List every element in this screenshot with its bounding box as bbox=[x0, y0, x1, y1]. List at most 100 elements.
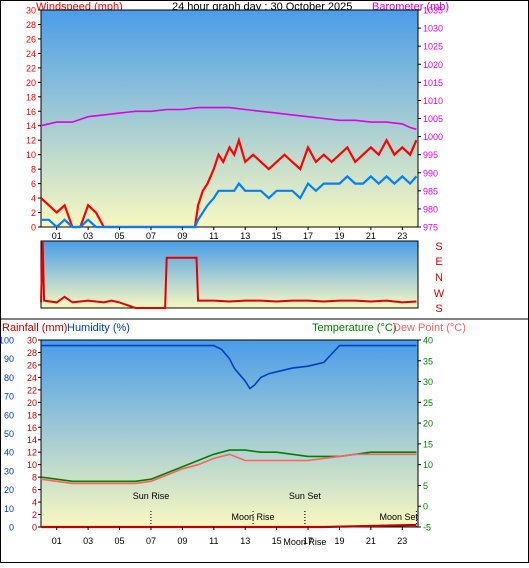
windspeed-tick-label: 20 bbox=[26, 78, 36, 88]
rainfall-tick-label: 2 bbox=[32, 510, 37, 520]
rainfall-tick-label: 30 bbox=[27, 336, 37, 346]
gust-line bbox=[40, 136, 418, 229]
time-tick-label: 05 bbox=[115, 231, 125, 241]
humidity-tick-label: 100 bbox=[0, 336, 14, 346]
time-tick-label: 23 bbox=[397, 536, 407, 546]
rainfall-tick-label: 24 bbox=[27, 373, 37, 383]
barometer-tick-label: 1015 bbox=[423, 78, 443, 88]
barometer-tick-label: 985 bbox=[423, 186, 438, 196]
wind-direction-plot-area bbox=[40, 240, 419, 309]
windspeed-tick-label: 12 bbox=[26, 136, 36, 146]
windspeed-tick-label: 26 bbox=[26, 34, 36, 44]
windspeed-tick-label: 30 bbox=[26, 6, 36, 16]
time-tick-label: 07 bbox=[146, 536, 156, 546]
temperature-tick-label: 20 bbox=[423, 419, 433, 429]
temperature-tick-label: 35 bbox=[423, 356, 433, 366]
temperature-tick-label: 25 bbox=[423, 398, 433, 408]
humidity-tick-label: 30 bbox=[4, 466, 14, 476]
wind-baro-time-labels: 01 03 05 07 09 11 13 15 17 19 21 23 bbox=[52, 227, 407, 241]
event-label: Moon Rise bbox=[283, 537, 326, 547]
direction-tick-label: N bbox=[435, 272, 443, 284]
rainfall-axis-title: Rainfall (mm) bbox=[2, 322, 67, 334]
wind-direction-line bbox=[40, 240, 417, 309]
direction-tick-label: S bbox=[435, 303, 442, 315]
time-tick-label: 13 bbox=[240, 536, 250, 546]
rainfall-tick-label: 6 bbox=[32, 485, 37, 495]
time-tick-label: 11 bbox=[209, 536, 218, 546]
temperature-tick-label: 40 bbox=[423, 336, 433, 346]
humidity-tick-label: 50 bbox=[4, 429, 14, 439]
temperature-tick-label: 0 bbox=[423, 502, 428, 512]
rain-humidity-temp-grid bbox=[38, 339, 421, 528]
humidity-tick-label: 20 bbox=[4, 485, 14, 495]
barometer-tick-label: 1010 bbox=[423, 96, 443, 106]
windspeed-tick-label: 8 bbox=[31, 165, 36, 175]
rain-humidity-temp-time-labels: 01 03 05 07 09 11 13 15 17 19 21 23 bbox=[52, 527, 407, 546]
rainfall-tick-label: 26 bbox=[27, 360, 37, 370]
humidity-tick-label: 10 bbox=[4, 504, 14, 514]
barometer-tick-label: 1035 bbox=[423, 6, 443, 16]
time-tick-label: 07 bbox=[146, 231, 156, 241]
barometer-tick-label: 975 bbox=[423, 223, 438, 233]
time-tick-label: 19 bbox=[334, 536, 344, 546]
dewpoint-line bbox=[40, 453, 417, 485]
time-tick-label: 09 bbox=[177, 536, 187, 546]
event-label: Sun Set bbox=[289, 491, 322, 501]
rainfall-tick-label: 8 bbox=[32, 473, 37, 483]
barometer-tick-label: 995 bbox=[423, 150, 438, 160]
barometer-tick-label: 1030 bbox=[423, 24, 443, 34]
windspeed-tick-label: 14 bbox=[26, 121, 36, 131]
wind-direction-series bbox=[40, 240, 417, 309]
barometer-tick-label: 990 bbox=[423, 168, 438, 178]
time-tick-label: 17 bbox=[303, 231, 313, 241]
wind-baro-grid bbox=[38, 9, 421, 228]
event-label: Sun Rise bbox=[133, 491, 170, 501]
temperature-tick-label: 10 bbox=[423, 460, 433, 470]
rainfall-tick-label: 18 bbox=[27, 410, 37, 420]
direction-tick-label: W bbox=[434, 288, 445, 300]
humidity-tick-label: 80 bbox=[4, 373, 14, 383]
windspeed-tick-label: 10 bbox=[26, 150, 36, 160]
windspeed-tick-label: 2 bbox=[31, 208, 36, 218]
rainfall-tick-label: 0 bbox=[32, 523, 37, 533]
humidity-tick-label: 0 bbox=[9, 523, 14, 533]
rainfall-tick-label: 20 bbox=[27, 398, 37, 408]
time-tick-label: 11 bbox=[209, 231, 218, 241]
windspeed-tick-label: 4 bbox=[31, 194, 36, 204]
time-tick-label: 19 bbox=[334, 231, 344, 241]
windspeed-tick-label: 18 bbox=[26, 92, 36, 102]
humidity-tick-label: 70 bbox=[4, 392, 14, 402]
event-label: Moon Set bbox=[379, 512, 418, 522]
rain-humidity-temp-plot-area bbox=[40, 339, 419, 528]
windspeed-tick-label: 6 bbox=[31, 179, 36, 189]
humidity-line bbox=[41, 344, 417, 390]
windspeed-tick-label: 28 bbox=[26, 20, 36, 30]
temperature-tick-label: -5 bbox=[423, 523, 431, 533]
temperature-tick-label: 5 bbox=[423, 481, 428, 491]
time-tick-label: 21 bbox=[366, 536, 376, 546]
rainfall-tick-label: 22 bbox=[27, 385, 37, 395]
humidity-axis-title: Humidity (%) bbox=[67, 322, 130, 334]
temperature-tick-label: 15 bbox=[423, 439, 433, 449]
time-tick-label: 03 bbox=[83, 231, 93, 241]
barometer-tick-label: 1025 bbox=[423, 42, 443, 52]
wind-baro-plot-area bbox=[40, 9, 419, 228]
wind-baro-series bbox=[40, 106, 418, 229]
direction-tick-label: E bbox=[435, 256, 442, 268]
rainfall-tick-label: 12 bbox=[27, 448, 37, 458]
time-tick-label: 03 bbox=[83, 536, 93, 546]
rainfall-tick-label: 14 bbox=[27, 435, 37, 445]
rain-humidity-temp-tick-labels: 0102030405060708090100024681012141618202… bbox=[0, 336, 433, 533]
barometer-tick-label: 1000 bbox=[423, 132, 443, 142]
time-tick-label: 09 bbox=[177, 231, 187, 241]
windspeed-tick-label: 22 bbox=[26, 63, 36, 73]
barometer-tick-label: 1020 bbox=[423, 60, 443, 70]
humidity-tick-label: 60 bbox=[4, 410, 14, 420]
barometer-line bbox=[40, 106, 417, 131]
time-tick-label: 01 bbox=[52, 536, 62, 546]
direction-tick-label: S bbox=[435, 241, 442, 253]
rainfall-tick-label: 28 bbox=[27, 348, 37, 358]
